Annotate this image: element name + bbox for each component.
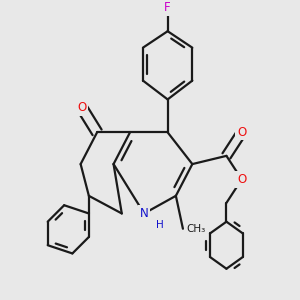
Text: H: H	[155, 220, 163, 230]
Text: F: F	[164, 1, 171, 14]
Text: O: O	[237, 126, 246, 139]
Text: CH₃: CH₃	[187, 224, 206, 234]
Text: O: O	[237, 173, 246, 186]
Text: N: N	[140, 207, 148, 220]
Text: O: O	[77, 101, 86, 114]
